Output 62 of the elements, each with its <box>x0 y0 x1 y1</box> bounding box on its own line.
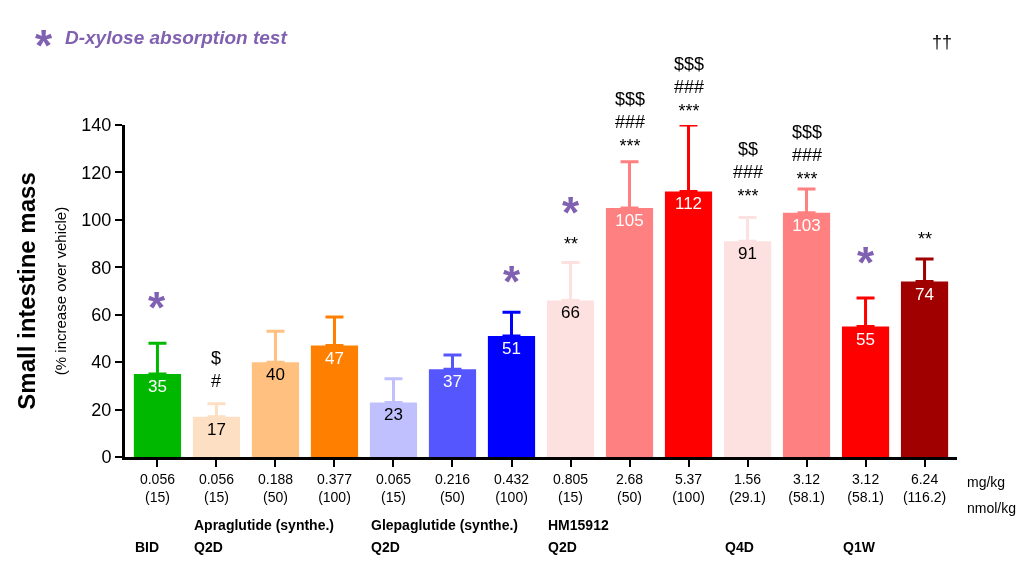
y-tick-label: 100 <box>81 210 112 231</box>
text: mg/kg <box>967 474 1006 490</box>
data-label: 37 <box>443 372 462 392</box>
text: Q1W <box>843 539 876 555</box>
text: $$$ ### *** <box>674 54 705 121</box>
annotation: $$$ ### *** <box>792 122 823 189</box>
y-tick-label: 120 <box>81 162 112 183</box>
text: * <box>35 21 53 70</box>
x-tick-label: 2.68 (50) <box>615 470 644 505</box>
data-label: 35 <box>147 377 167 396</box>
x-tick-label: 0.216 (50) <box>434 470 471 505</box>
annotation: * <box>148 283 166 332</box>
annotation: ** <box>564 234 579 254</box>
data-label: 17 <box>207 419 226 439</box>
data-label: 105 <box>615 211 644 230</box>
y-tick-label: 40 <box>91 352 112 373</box>
y-tick-label: 60 <box>91 305 112 326</box>
x-tick-label: 0.056 (15) <box>198 470 235 505</box>
data-label: 103 <box>792 215 821 235</box>
text: D-xylose absorption test <box>65 27 288 48</box>
annotation: $ # <box>211 348 222 392</box>
x-tick-label: 3.12 (58.1) <box>788 470 825 505</box>
text: BID <box>135 539 160 555</box>
x-tick-label: 0.188 (50) <box>257 470 294 505</box>
x-tick-label: 0.065 (15) <box>375 470 412 505</box>
data-label: 47 <box>325 348 344 368</box>
data-label: 74 <box>915 284 935 304</box>
x-tick-label: 0.432 (100) <box>493 470 530 505</box>
x-tick-label: 6.24 (116.2) <box>902 470 947 505</box>
text: nmol/kg <box>967 500 1017 516</box>
y-axis-title: Small intestine mass (% increase over vehicle) <box>13 172 70 410</box>
annotation: $$ ### *** <box>733 139 764 206</box>
data-label: 66 <box>561 303 580 323</box>
x-tick-label: 1.56 (29.1) <box>729 470 766 505</box>
x-tick-label: 5.37 (100) <box>672 470 705 505</box>
y-tick-label: 20 <box>91 399 112 420</box>
x-tick-label: 0.805 (15) <box>552 470 589 505</box>
data-label: 51 <box>502 339 521 359</box>
data-label: 112 <box>674 194 703 214</box>
data-label: 91 <box>738 244 757 264</box>
text: HM15912 <box>548 517 609 533</box>
y-tick-label: 140 <box>81 115 112 136</box>
y-tick-label: 0 <box>101 447 112 468</box>
text: Q2D <box>548 539 577 555</box>
x-tick-label: 0.056 (15) <box>139 470 176 505</box>
annotation: * <box>562 188 580 237</box>
y-tick-label: 80 <box>91 257 112 278</box>
text: Q2D <box>194 539 223 555</box>
data-label: 55 <box>856 329 875 349</box>
text: Q2D <box>371 539 400 555</box>
text: Apraglutide (synthe.) <box>194 517 335 533</box>
text: Glepaglutide (synthe.) <box>371 517 519 533</box>
annotation: $$$ ### *** <box>615 89 646 156</box>
annotation: * <box>857 238 875 287</box>
x-tick-label: 0.377 (100) <box>316 470 353 505</box>
x-tick-label: 3.12 (58.1) <box>847 470 884 505</box>
annotation: ** <box>918 229 933 249</box>
annotation: * <box>503 257 521 306</box>
text: †† <box>932 32 953 52</box>
text: Q4D <box>725 539 754 555</box>
data-label: 23 <box>384 405 403 425</box>
data-label: 40 <box>266 365 285 385</box>
